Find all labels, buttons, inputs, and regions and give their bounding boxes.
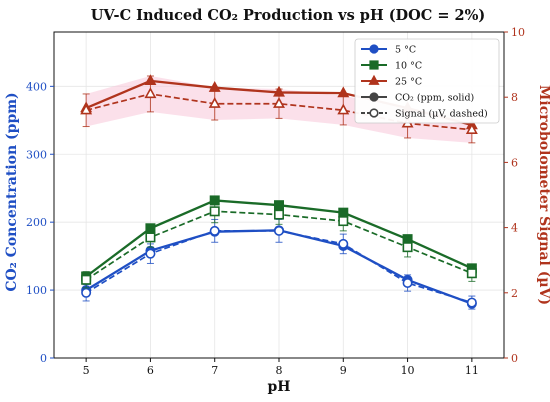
x-tick-label: 10	[401, 364, 415, 377]
data-point	[338, 216, 349, 227]
y-axis-left: 0 100 200 300 400	[26, 80, 54, 365]
y-left-tick-label: 0	[40, 352, 47, 365]
data-point	[81, 274, 92, 285]
legend-marker	[369, 108, 379, 118]
y-left-tick-label: 400	[26, 80, 47, 93]
legend-marker	[369, 44, 379, 54]
legend-marker	[369, 92, 379, 102]
legend-label: 25 °C	[395, 77, 422, 88]
data-point	[273, 225, 284, 236]
data-point	[337, 103, 350, 115]
y-axis-right-label: Microbolometer Signal (µV)	[536, 85, 550, 305]
y-axis-left-label: CO₂ Concentration (ppm)	[4, 92, 20, 291]
data-point	[273, 209, 284, 220]
data-point	[209, 206, 220, 217]
legend: 5 °C 10 °C 25 °C CO₂ (ppm, solid) Signal (µV…	[354, 38, 500, 124]
y-left-tick-label: 300	[26, 148, 47, 161]
x-tick-label: 9	[340, 364, 347, 377]
data-point	[402, 278, 413, 289]
legend-label: 10 °C	[395, 61, 422, 72]
data-point	[465, 123, 478, 134]
x-tick-label: 7	[211, 364, 218, 377]
legend-label: Signal (µV, dashed)	[395, 109, 488, 120]
x-axis: 5 6 7 8 9 10 11	[83, 358, 479, 377]
y-right-tick-label: 2	[511, 287, 518, 300]
x-axis-label: pH	[267, 379, 290, 395]
y-left-tick-label: 200	[26, 216, 47, 229]
data-point	[402, 242, 413, 253]
data-point	[466, 268, 477, 279]
legend-marker	[369, 60, 379, 70]
data-point	[273, 97, 285, 108]
x-tick-label: 8	[276, 364, 283, 377]
legend-label: CO₂ (ppm, solid)	[395, 93, 474, 104]
x-tick-label: 6	[147, 364, 154, 377]
y-right-tick-label: 0	[511, 352, 518, 365]
data-point	[208, 97, 221, 108]
y-right-tick-label: 10	[511, 26, 525, 39]
y-right-tick-label: 6	[511, 156, 518, 169]
legend-label: 5 °C	[395, 45, 416, 56]
data-point	[209, 225, 220, 236]
data-point	[81, 287, 92, 298]
y-axis-right: 0 2 4 6 8 10	[504, 26, 525, 365]
chart-title: UV-C Induced CO₂ Production vs pH (DOC =…	[91, 7, 486, 24]
data-point	[338, 238, 349, 249]
y-right-tick-label: 4	[511, 222, 518, 235]
x-tick-label: 11	[465, 364, 479, 377]
data-point	[145, 232, 156, 243]
y-right-tick-label: 8	[511, 91, 518, 104]
legend-box	[354, 38, 500, 124]
y-left-tick-label: 100	[26, 284, 47, 297]
legend-marker	[368, 74, 380, 85]
data-point	[466, 297, 477, 308]
data-point	[145, 248, 156, 259]
series-layer	[80, 74, 478, 310]
data-point	[80, 103, 93, 115]
data-point	[144, 87, 157, 99]
x-tick-label: 5	[83, 364, 90, 377]
